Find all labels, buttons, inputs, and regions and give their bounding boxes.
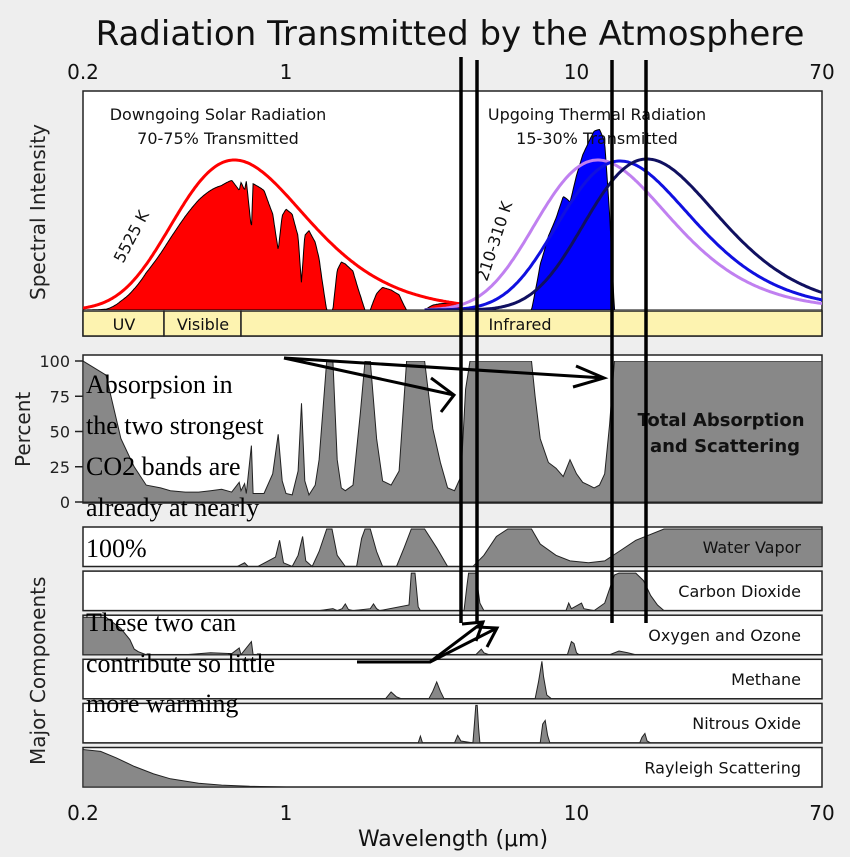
- total-absorption-label-2: and Scattering: [650, 436, 800, 457]
- warming-note: These two can contribute so little more …: [86, 608, 275, 718]
- arrow-to-4um: [283, 356, 455, 397]
- thermal-subheading: 15-30% Transmitted: [516, 129, 678, 148]
- component-frame: [82, 702, 823, 744]
- top-tick-label: 1: [280, 60, 293, 84]
- warming-note-line-3: more warming: [86, 689, 238, 718]
- component-frame: [82, 658, 823, 700]
- absorption-note-line-3: CO2 bands are: [86, 452, 241, 481]
- component-label: Nitrous Oxide: [692, 714, 801, 733]
- solar-transmitted-area: [83, 180, 462, 310]
- arrow-to-weak-band-head: [461, 620, 486, 642]
- solar-subheading: 70-75% Transmitted: [137, 129, 299, 148]
- top-axis-ticks: 0.2 1 10 70: [67, 60, 835, 84]
- absorption-y-tick-label: 75: [50, 387, 70, 406]
- band-strip: UV Visible Infrared: [82, 310, 823, 337]
- component-absorption-area: [82, 616, 822, 656]
- bottom-tick-label: 10: [564, 801, 589, 825]
- bottom-tick-label: 70: [809, 801, 834, 825]
- band-infrared: Infrared: [488, 315, 551, 334]
- top-tick-label: 10: [564, 60, 589, 84]
- bottom-tick-label: 0.2: [67, 801, 99, 825]
- component-absorption-area: [83, 704, 822, 744]
- component-label: Methane: [731, 670, 801, 689]
- chart-title: Radiation Transmitted by the Atmosphere: [96, 14, 805, 54]
- top-tick-label: 0.2: [67, 60, 99, 84]
- thermal-curve-260k: [424, 159, 822, 310]
- absorption-note-line-4: already at nearly: [86, 493, 259, 522]
- thermal-heading: Upgoing Thermal Radiation: [488, 105, 706, 124]
- percent-y-label: Percent: [11, 392, 35, 467]
- absorption-note: Absorpsion in the two strongest CO2 band…: [86, 370, 264, 563]
- component-label: Carbon Dioxide: [678, 582, 801, 601]
- band-visible: Visible: [177, 315, 229, 334]
- component-absorption-area: [83, 572, 822, 612]
- component-label: Water Vapor: [703, 538, 802, 557]
- component-row: Carbon Dioxide: [82, 570, 823, 612]
- annotation-arrows: [283, 356, 609, 664]
- absorption-y-ticks: 0 25 50 75 100: [39, 352, 83, 512]
- component-row: Rayleigh Scattering: [82, 746, 823, 788]
- total-absorption-area: [83, 361, 822, 503]
- co2-band-markers: [459, 57, 648, 623]
- component-rows: Water Vapor Carbon Dioxide Oxygen and Ozon…: [82, 526, 823, 788]
- solar-blackbody-curve: [83, 158, 462, 310]
- component-row: Water Vapor: [82, 526, 823, 568]
- solar-heading: Downgoing Solar Radiation: [110, 105, 327, 124]
- absorption-y-tick-label: 25: [50, 458, 70, 477]
- top-tick-label: 70: [809, 60, 834, 84]
- components-y-label: Major Components: [26, 577, 50, 765]
- x-axis-label: Wavelength (μm): [358, 827, 548, 852]
- spectral-panel: Downgoing Solar Radiation 70-75% Transmi…: [26, 90, 823, 337]
- absorption-panel: 0 25 50 75 100 Percent Total Absorption and …: [11, 352, 823, 512]
- absorption-note-line-5: 100%: [86, 534, 147, 563]
- warming-note-line-1: These two can: [86, 608, 236, 637]
- total-absorption-label-1: Total Absorption: [637, 410, 804, 431]
- arrow-to-weak-band-2-head: [476, 625, 500, 648]
- spectral-y-label: Spectral Intensity: [26, 124, 50, 300]
- arrow-to-4um-head: [430, 376, 457, 413]
- bottom-tick-label: 1: [280, 801, 293, 825]
- absorption-y-tick-label: 50: [50, 423, 70, 442]
- component-row: Oxygen and Ozone: [82, 614, 823, 656]
- arrow-to-weak-band-2: [429, 626, 498, 664]
- component-row: Methane: [82, 658, 823, 700]
- thermal-curve-210k: [424, 157, 822, 310]
- absorption-note-line-2: the two strongest: [86, 411, 264, 440]
- component-label: Oxygen and Ozone: [648, 626, 801, 645]
- bottom-axis-ticks: 0.2 1 10 70: [67, 801, 835, 825]
- component-row: Nitrous Oxide: [82, 702, 823, 744]
- arrow-to-15um: [283, 356, 605, 380]
- component-absorption-area: [82, 748, 822, 788]
- warming-note-line-2: contribute so little: [86, 649, 275, 678]
- band-uv: UV: [113, 315, 136, 334]
- absorption-y-tick-label: 0: [60, 493, 70, 512]
- component-absorption-area: [83, 528, 823, 568]
- component-absorption-area: [83, 661, 822, 700]
- component-label: Rayleigh Scattering: [644, 758, 801, 777]
- absorption-y-tick-label: 100: [39, 352, 70, 371]
- absorption-note-line-1: Absorpsion in: [86, 370, 233, 399]
- arrow-to-15um-head: [572, 364, 609, 389]
